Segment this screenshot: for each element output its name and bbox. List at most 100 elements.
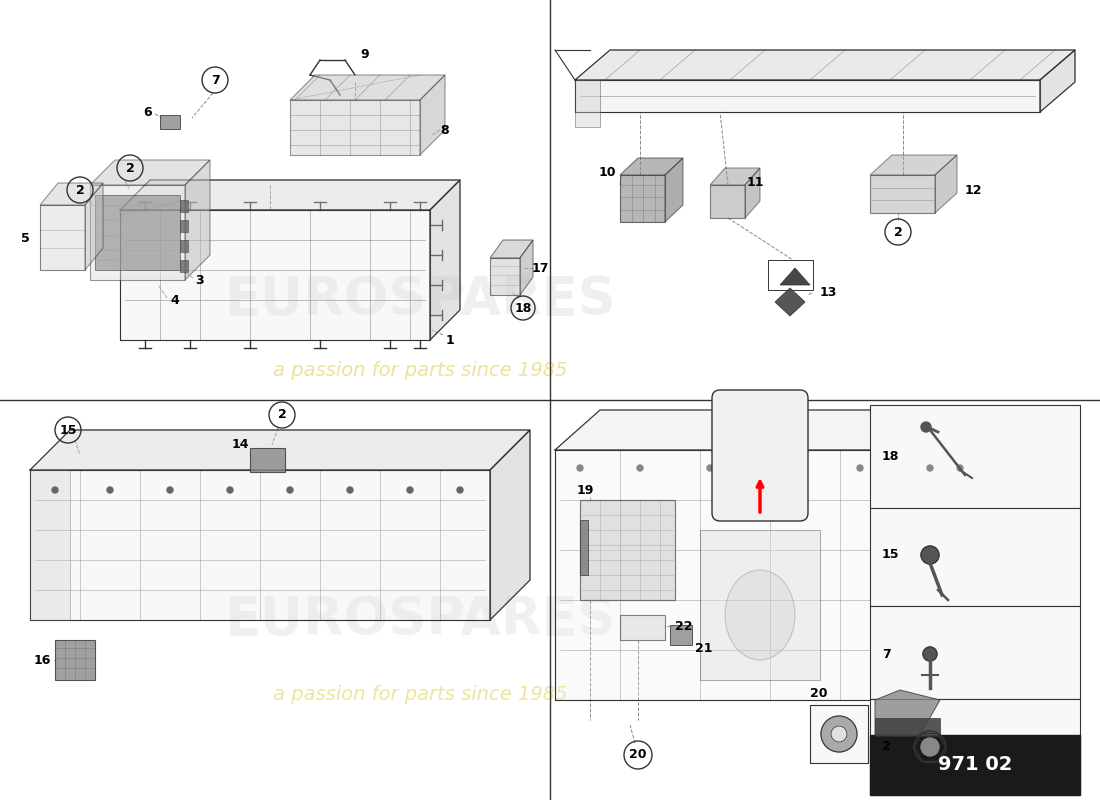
- Polygon shape: [575, 50, 1075, 80]
- Circle shape: [782, 465, 788, 471]
- Text: 2: 2: [76, 183, 85, 197]
- Polygon shape: [520, 240, 534, 295]
- Polygon shape: [55, 640, 95, 680]
- Text: a passion for parts since 1985: a passion for parts since 1985: [273, 686, 568, 705]
- Text: EUROSPARES: EUROSPARES: [224, 274, 616, 326]
- Text: 20: 20: [629, 749, 647, 762]
- Circle shape: [921, 738, 939, 756]
- Text: 4: 4: [170, 294, 179, 306]
- Bar: [870, 735, 1080, 795]
- Text: 8: 8: [441, 123, 449, 137]
- Polygon shape: [670, 625, 692, 645]
- Polygon shape: [980, 410, 1025, 700]
- Polygon shape: [870, 155, 957, 175]
- Circle shape: [346, 487, 353, 493]
- Polygon shape: [490, 240, 534, 258]
- Text: 22: 22: [675, 619, 693, 633]
- Polygon shape: [90, 185, 185, 280]
- Circle shape: [637, 465, 644, 471]
- Circle shape: [227, 487, 233, 493]
- Polygon shape: [120, 210, 430, 340]
- Polygon shape: [730, 502, 790, 505]
- Polygon shape: [556, 410, 1025, 450]
- Polygon shape: [780, 268, 810, 285]
- Bar: [738, 480, 782, 487]
- Circle shape: [857, 465, 864, 471]
- Bar: [870, 508, 1080, 606]
- Polygon shape: [620, 158, 683, 175]
- Polygon shape: [290, 100, 420, 155]
- Polygon shape: [40, 205, 85, 270]
- Bar: [180, 200, 188, 212]
- Text: 12: 12: [965, 183, 982, 197]
- Text: 5: 5: [21, 231, 30, 245]
- Polygon shape: [575, 80, 600, 127]
- Polygon shape: [1040, 50, 1075, 112]
- Circle shape: [830, 726, 847, 742]
- Polygon shape: [120, 180, 460, 210]
- Circle shape: [456, 487, 463, 493]
- Polygon shape: [290, 75, 446, 100]
- Bar: [180, 260, 188, 272]
- Polygon shape: [185, 160, 210, 280]
- Circle shape: [957, 465, 962, 471]
- Polygon shape: [710, 168, 760, 185]
- Polygon shape: [874, 690, 940, 735]
- Polygon shape: [250, 448, 285, 472]
- Ellipse shape: [725, 570, 795, 660]
- Bar: [870, 405, 1080, 508]
- Circle shape: [821, 716, 857, 752]
- Bar: [738, 490, 782, 497]
- FancyBboxPatch shape: [712, 390, 808, 521]
- Text: 14: 14: [231, 438, 249, 451]
- Text: 18: 18: [515, 302, 531, 314]
- Circle shape: [52, 487, 58, 493]
- Text: 13: 13: [820, 286, 837, 299]
- Text: 15: 15: [59, 423, 77, 437]
- Polygon shape: [490, 430, 530, 620]
- Text: 10: 10: [598, 166, 616, 179]
- Polygon shape: [700, 530, 820, 680]
- Circle shape: [167, 487, 173, 493]
- Polygon shape: [745, 168, 760, 218]
- Text: 7: 7: [210, 74, 219, 86]
- Text: 971 02: 971 02: [938, 755, 1012, 774]
- Text: 2: 2: [277, 409, 286, 422]
- Polygon shape: [580, 520, 588, 575]
- Bar: [180, 240, 188, 252]
- Text: 2: 2: [893, 226, 902, 238]
- Text: 17: 17: [531, 262, 549, 274]
- Text: 9: 9: [361, 49, 370, 62]
- Polygon shape: [666, 158, 683, 222]
- Polygon shape: [30, 470, 489, 620]
- Bar: [95, 195, 180, 270]
- Polygon shape: [575, 80, 1040, 112]
- Text: a passion for parts since 1985: a passion for parts since 1985: [273, 361, 568, 379]
- Circle shape: [287, 487, 293, 493]
- Text: 11: 11: [746, 177, 763, 190]
- Text: EUROSPARES: EUROSPARES: [224, 594, 616, 646]
- Bar: [870, 606, 1080, 699]
- Bar: [810, 705, 868, 763]
- Circle shape: [407, 487, 412, 493]
- Text: 2: 2: [125, 162, 134, 174]
- Circle shape: [107, 487, 113, 493]
- Circle shape: [921, 422, 931, 432]
- Circle shape: [578, 465, 583, 471]
- Polygon shape: [620, 615, 666, 640]
- Circle shape: [707, 465, 713, 471]
- Bar: [180, 220, 188, 232]
- Bar: [738, 470, 782, 477]
- Polygon shape: [735, 433, 785, 465]
- Polygon shape: [556, 450, 980, 700]
- Circle shape: [927, 465, 933, 471]
- Circle shape: [921, 546, 939, 564]
- Polygon shape: [90, 160, 210, 185]
- Polygon shape: [30, 430, 530, 470]
- Polygon shape: [870, 175, 935, 213]
- Polygon shape: [580, 500, 675, 600]
- Text: 6: 6: [144, 106, 152, 118]
- Polygon shape: [620, 175, 666, 222]
- Polygon shape: [30, 470, 70, 620]
- Polygon shape: [935, 155, 957, 213]
